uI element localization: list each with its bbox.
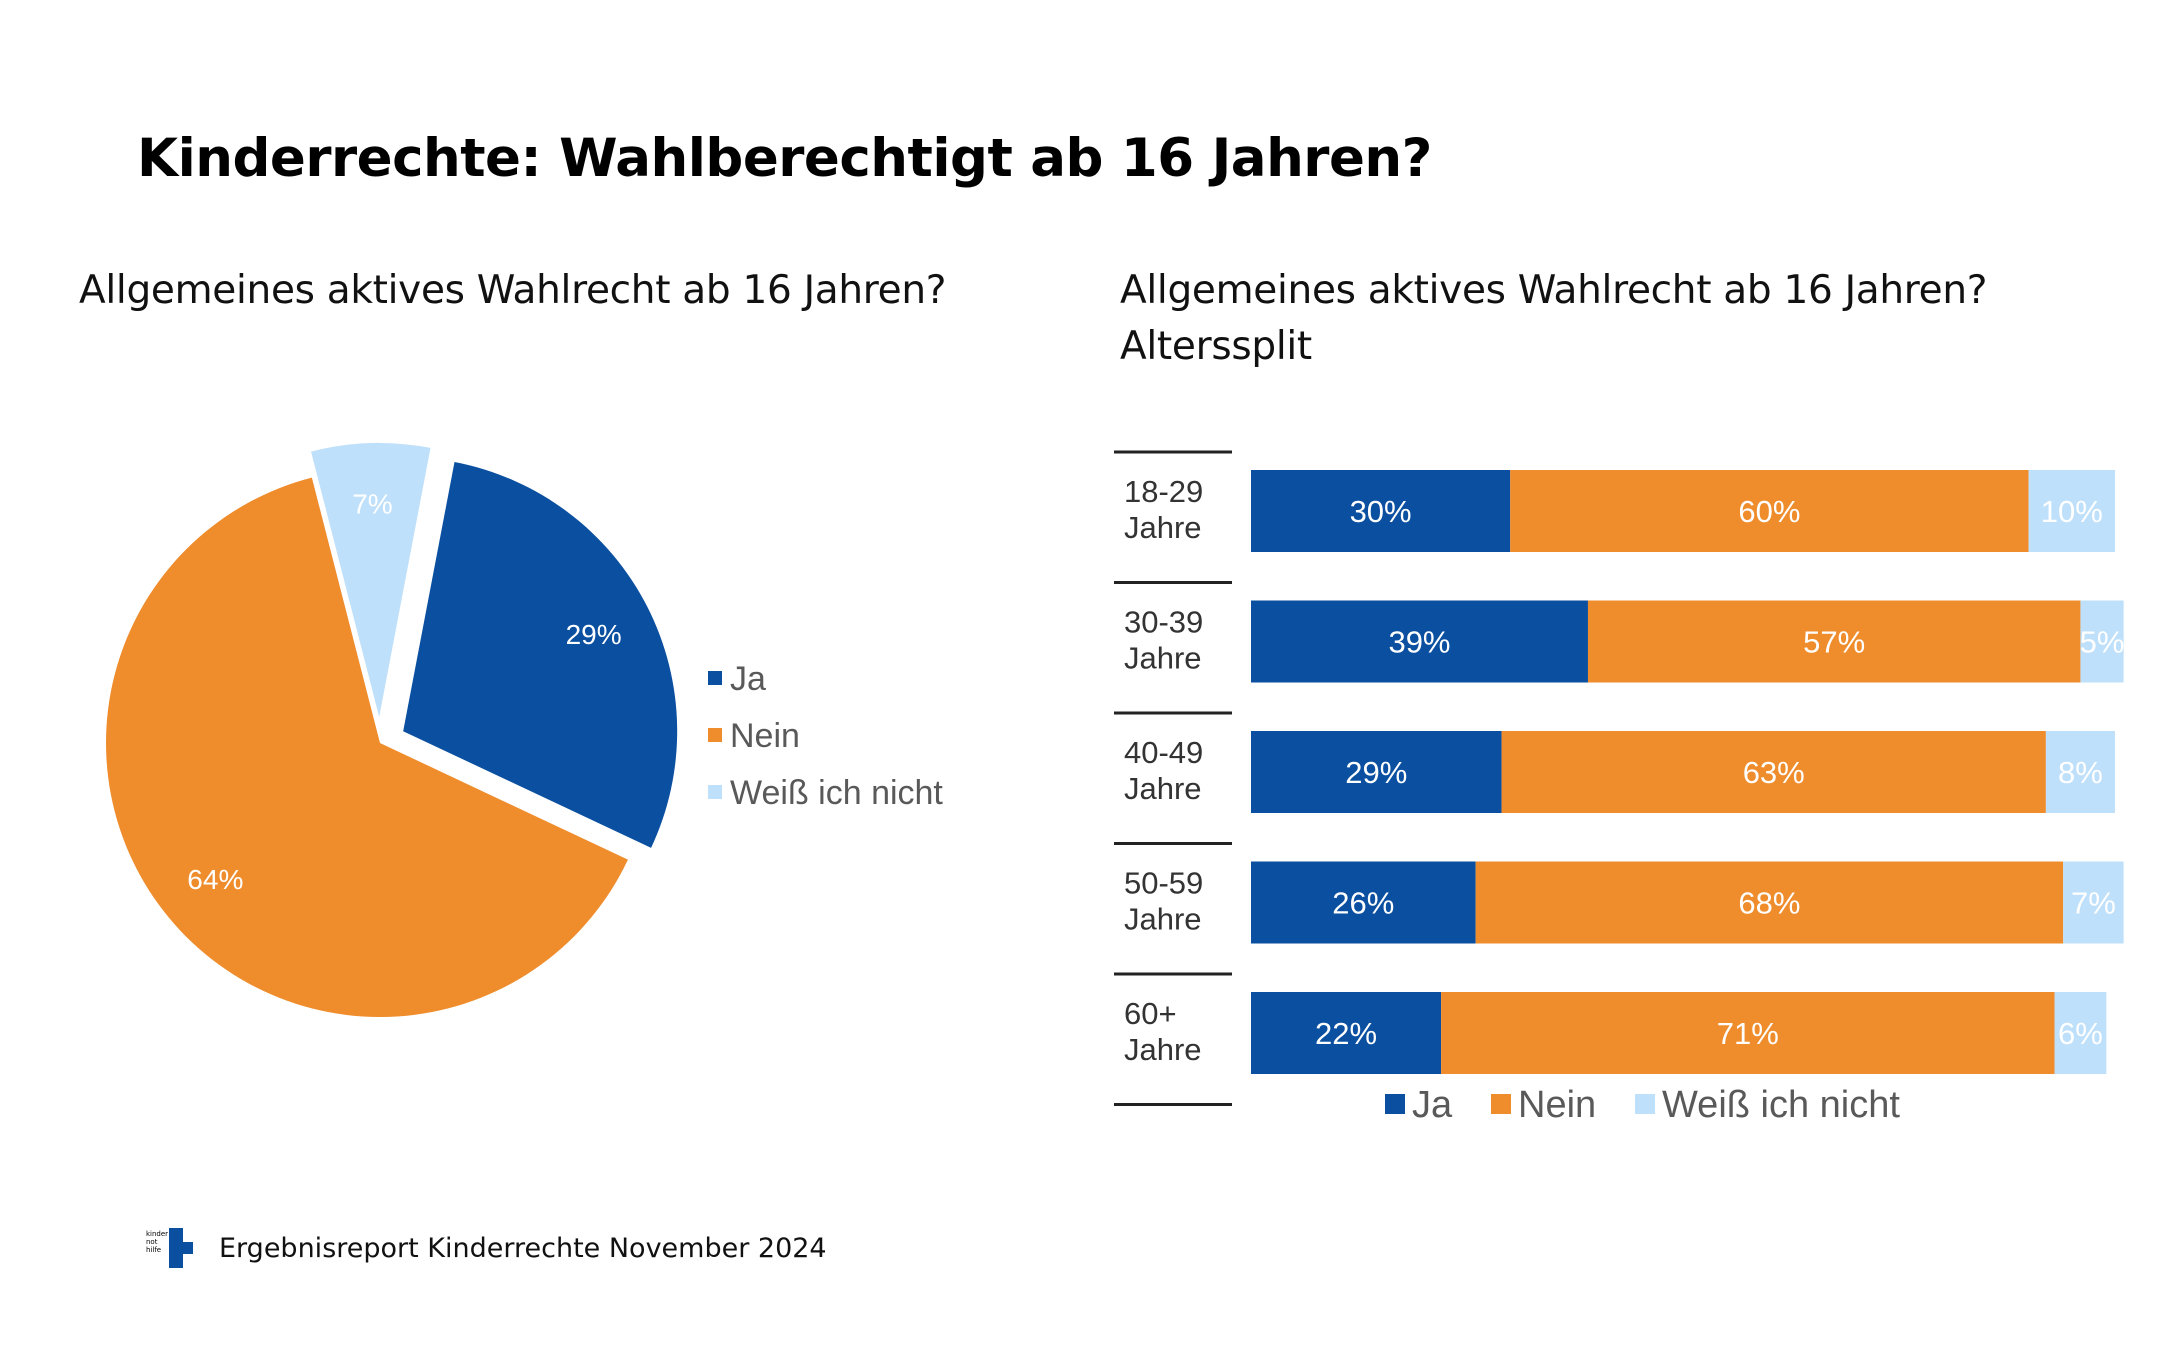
footer: kinder not hilfe Ergebnisreport Kinderrech… <box>145 1228 827 1268</box>
bar-segment-nein <box>1475 861 2064 944</box>
bar-data-label-ja: 39% <box>1388 625 1450 660</box>
category-label: 60+ <box>1124 996 1177 1031</box>
bar-data-label-weiss-ich-nicht: 5% <box>2080 625 2125 660</box>
bar-segment-ja <box>1251 470 1511 552</box>
bar-segment-nein <box>1441 992 2055 1074</box>
pie-data-label-ja: 29% <box>566 619 622 650</box>
bar-data-label-nein: 63% <box>1743 755 1805 790</box>
bar-data-label-ja: 29% <box>1345 755 1407 790</box>
bar-data-label-nein: 68% <box>1738 886 1800 921</box>
bar-legend-label-ja: Ja <box>1412 1084 1453 1126</box>
pie-slice-ja <box>403 462 678 848</box>
bar-legend-label-weiss-ich-nicht: Weiß ich nicht <box>1662 1084 1900 1126</box>
pie-data-label-nein: 64% <box>187 864 243 895</box>
bar-legend-label-nein: Nein <box>1518 1084 1596 1126</box>
category-label: 40-49 <box>1124 735 1203 770</box>
kindernothilfe-logo: kinder not hilfe <box>145 1228 201 1268</box>
pie-legend-label-nein: Nein <box>730 717 800 755</box>
bar-segment-ja <box>1251 731 1502 813</box>
page-title: Kinderrechte: Wahlberechtigt ab 16 Jahre… <box>137 128 1432 189</box>
pie-data-label-weiss-ich-nicht: 7% <box>352 488 392 519</box>
pie-legend-swatch-ja <box>708 671 722 685</box>
bar-chart-title-line1: Allgemeines aktives Wahlrecht ab 16 Jahr… <box>1120 268 1988 313</box>
category-label: Jahre <box>1124 510 1202 545</box>
bar-segment-weiss-ich-nicht <box>2045 731 2115 813</box>
bar-segment-weiss-ich-nicht <box>2028 470 2115 552</box>
bar-segment-ja <box>1251 861 1476 944</box>
bar-legend-swatch-nein <box>1491 1094 1511 1114</box>
bar-data-label-ja: 22% <box>1315 1016 1377 1051</box>
bar-segment-nein <box>1501 731 2046 813</box>
bar-data-label-nein: 71% <box>1717 1016 1779 1051</box>
bar-segment-weiss-ich-nicht <box>2080 600 2124 683</box>
pie-slice-weiss-ich-nicht <box>311 443 431 718</box>
pie-legend-label-weiss-ich-nicht: Weiß ich nicht <box>730 774 943 812</box>
bar-data-label-weiss-ich-nicht: 6% <box>2058 1016 2103 1051</box>
bar-segment-nein <box>1510 470 2029 552</box>
pie-slice-nein <box>105 477 628 1018</box>
pie-legend-label-ja: Ja <box>730 660 766 698</box>
bar-segment-ja <box>1251 992 1442 1074</box>
pie-legend-swatch-nein <box>708 728 722 742</box>
bar-data-label-weiss-ich-nicht: 8% <box>2058 755 2103 790</box>
category-label: Jahre <box>1124 641 1202 676</box>
bar-data-label-ja: 30% <box>1350 494 1412 529</box>
footer-text: Ergebnisreport Kinderrechte November 202… <box>219 1232 827 1264</box>
logo-text: kinder not hilfe <box>145 1230 170 1254</box>
category-label: Jahre <box>1124 902 1202 937</box>
bar-segment-ja <box>1251 600 1588 683</box>
bar-data-label-weiss-ich-nicht: 7% <box>2071 886 2116 921</box>
pie-legend-swatch-weiss-ich-nicht <box>708 785 722 799</box>
category-label: Jahre <box>1124 1032 1202 1067</box>
bar-chart-title-line2: Alterssplit <box>1120 324 1312 369</box>
pie-chart: 29% 64% 7% Ja Nein Weiß ich nicht <box>105 443 943 1018</box>
bar-segment-weiss-ich-nicht <box>2054 992 2107 1074</box>
category-label: 30-39 <box>1124 605 1203 640</box>
bar-data-label-ja: 26% <box>1332 886 1394 921</box>
category-label: 50-59 <box>1124 866 1203 901</box>
pie-chart-title: Allgemeines aktives Wahlrecht ab 16 Jahr… <box>79 268 947 313</box>
bar-data-label-nein: 60% <box>1738 494 1800 529</box>
category-label: Jahre <box>1124 771 1202 806</box>
bar-segment-nein <box>1587 600 2081 683</box>
bar-segment-weiss-ich-nicht <box>2063 861 2124 944</box>
bar-legend-swatch-ja <box>1385 1094 1405 1114</box>
category-label: 18-29 <box>1124 474 1203 509</box>
bar-data-label-weiss-ich-nicht: 10% <box>2041 494 2103 529</box>
bar-chart-title: Allgemeines aktives Wahlrecht ab 16 Jahr… <box>1120 263 1987 375</box>
bar-data-label-nein: 57% <box>1803 625 1865 660</box>
bar-legend-swatch-weiss-ich-nicht <box>1635 1094 1655 1114</box>
